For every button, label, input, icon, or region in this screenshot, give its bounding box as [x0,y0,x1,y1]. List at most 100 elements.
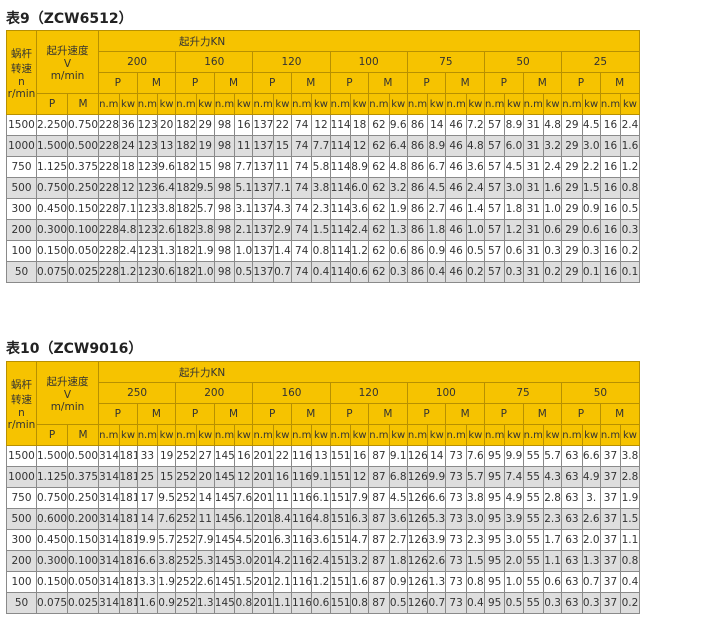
table-cell: 73 [445,508,467,530]
table-cell: 228 [98,156,120,178]
table-cell: 29 [561,261,583,283]
table-row: 2000.3000.1003141816.63.82525.31453.0201… [6,550,716,572]
table-cell: 31 [522,114,545,136]
unit-nm: n.m [175,93,197,115]
load-header: 75 [483,382,563,404]
table-cell: 200 [6,219,37,241]
table-cell: 201 [252,487,274,509]
table-cell: 1.3 [195,592,215,614]
table-cell: 6.3 [350,508,370,530]
table-cell: 137 [252,198,274,220]
table-cell: 37 [599,571,622,593]
table-cell: 14 [136,508,159,530]
table-cell: 145 [213,487,236,509]
table-cell: 55 [522,529,545,551]
unit-nm: n.m [252,93,274,115]
unit-nm: n.m [406,424,429,446]
table-cell: 95 [483,571,506,593]
table-cell: 9.9 [504,445,524,467]
table-cell: 0.6 [504,240,524,262]
table-cell: 151 [329,508,352,530]
p-header: P [252,403,292,425]
table-cell: 12 [311,114,331,136]
table-cell: 1.5 [581,177,601,199]
table-cell: 126 [406,592,429,614]
table-cell: 201 [252,529,274,551]
table-cell: 55 [522,550,545,572]
table-cell: 19 [157,445,177,467]
table-cell: 3. [581,487,601,509]
table-cell: 0.750 [36,487,68,509]
table-cell: 29 [195,114,215,136]
load-header: 200 [97,51,177,73]
table-cell: 7.2 [465,114,485,136]
table-cell: 145 [213,571,236,593]
table-cell: 25 [136,466,159,488]
table-cell: 9.1 [388,445,408,467]
table-cell: 86 [406,177,429,199]
table-cell: 86 [406,114,429,136]
table-cell: 0.600 [36,508,68,530]
table-cell: 1.500 [36,445,68,467]
table-cell: 74 [290,198,313,220]
table-cell: 1.1 [620,529,640,551]
unit-kw: kw [427,93,447,115]
unit-nm: n.m [483,424,506,446]
table-cell: 19 [195,135,215,157]
table-cell: 0.500 [67,445,99,467]
unit-nm: n.m [290,424,313,446]
table-cell: 29 [561,177,583,199]
unit-kw: kw [350,424,370,446]
table-cell: 0.300 [36,219,68,241]
table-cell: 0.3 [581,592,601,614]
table-cell: 0.3 [543,240,563,262]
table-cell: 0.8 [234,592,254,614]
table-cell: 123 [136,114,159,136]
table-cell: 57 [483,177,506,199]
table-cell: 7.9 [195,529,215,551]
worm-speed-header: 蜗杆 转速 n r/min [6,30,37,115]
table-cell: 0.750 [67,114,99,136]
table-cell: 1.5 [311,219,331,241]
table-cell: 74 [290,219,313,241]
table-cell: 0.075 [36,261,68,283]
table-cell: 2.1 [234,219,254,241]
table-cell: 74 [290,261,313,283]
table-cell: 181 [118,550,138,572]
table-cell: 86 [406,240,429,262]
table-cell: 0.5 [388,592,408,614]
table-row: 3000.4500.1503141819.95.72527.91454.5201… [6,529,716,551]
table-cell: 86 [406,219,429,241]
load-header: 50 [561,382,640,404]
table-cell: 9.9 [427,466,447,488]
table-cell: 0.5 [620,198,640,220]
table-cell: 145 [213,592,236,614]
table-cell: 7.7 [234,156,254,178]
p-header: P [98,72,138,94]
table-cell: 2.4 [543,156,563,178]
table-cell: 114 [329,114,352,136]
table-cell: 62 [368,261,390,283]
table-cell: 0.6 [311,592,331,614]
load-header: 100 [406,382,485,404]
table-cell: 6.6 [581,445,601,467]
speed-m-header: M [67,424,99,446]
unit-nm: n.m [599,424,622,446]
unit-kw: kw [311,424,331,446]
table-cell: 3.0 [504,529,524,551]
table-cell: 73 [445,529,467,551]
table-cell: 16 [599,198,622,220]
table-cell: 123 [136,261,159,283]
table-cell: 15 [195,156,215,178]
table-cell: 228 [98,198,120,220]
table-cell: 123 [136,219,159,241]
p-header: P [406,403,447,425]
table-cell: 181 [118,592,138,614]
table-cell: 181 [118,466,138,488]
speed-p-header: P [36,93,68,115]
table-cell: 31 [522,156,545,178]
table-cell: 13 [311,445,331,467]
table-cell: 87 [368,529,390,551]
table-cell: 2.4 [311,550,331,572]
unit-kw: kw [581,424,601,446]
